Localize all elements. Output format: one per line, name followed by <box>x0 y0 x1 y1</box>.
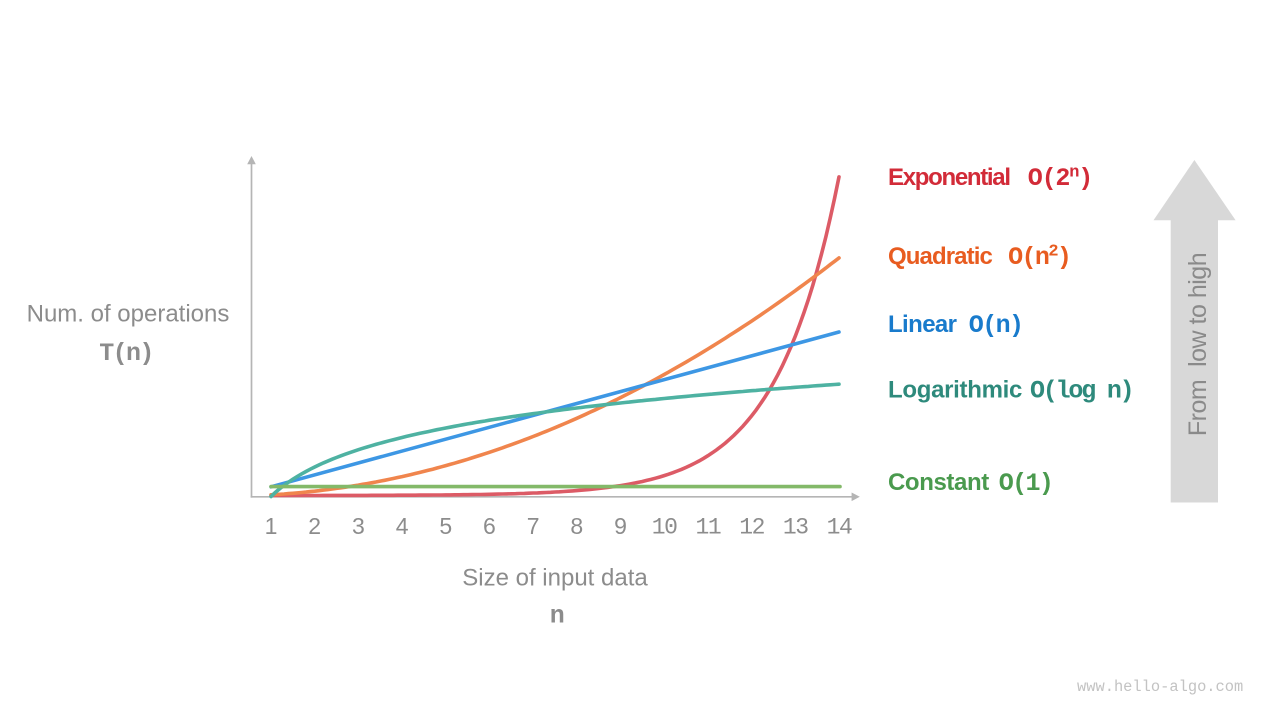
svg-text:www.hello-algo.com: www.hello-algo.com <box>1077 678 1243 696</box>
svg-text:13: 13 <box>783 515 808 541</box>
svg-text:14: 14 <box>827 515 852 541</box>
svg-text:O(n): O(n) <box>969 311 1023 340</box>
svg-text:9: 9 <box>614 513 627 539</box>
svg-text:7: 7 <box>527 513 540 539</box>
svg-text:11: 11 <box>695 515 720 541</box>
svg-text:4: 4 <box>396 513 409 539</box>
svg-text:n: n <box>550 602 564 631</box>
svg-text:O(n2): O(n2) <box>1008 242 1070 272</box>
svg-text:T(n): T(n) <box>99 339 153 368</box>
svg-text:O(2n): O(2n) <box>1028 164 1092 194</box>
svg-text:8: 8 <box>570 513 583 539</box>
svg-text:Constant: Constant <box>888 469 989 496</box>
svg-text:O(log n): O(log n) <box>1030 376 1132 405</box>
svg-text:3: 3 <box>352 513 365 539</box>
svg-text:O(1): O(1) <box>999 469 1053 498</box>
svg-text:5: 5 <box>439 513 452 539</box>
svg-text:Size of input data: Size of input data <box>462 565 648 592</box>
svg-text:Num. of operations: Num. of operations <box>27 301 230 328</box>
svg-text:2: 2 <box>308 513 321 539</box>
svg-text:Exponential: Exponential <box>888 164 1010 191</box>
svg-text:Logarithmic: Logarithmic <box>888 376 1022 403</box>
svg-text:Linear: Linear <box>888 311 957 338</box>
svg-text:1: 1 <box>265 513 278 539</box>
svg-text:Quadratic: Quadratic <box>888 243 992 270</box>
svg-text:10: 10 <box>652 515 677 541</box>
svg-text:12: 12 <box>739 515 764 541</box>
svg-text:6: 6 <box>483 513 496 539</box>
svg-text:From low to high: From low to high <box>1184 253 1212 436</box>
